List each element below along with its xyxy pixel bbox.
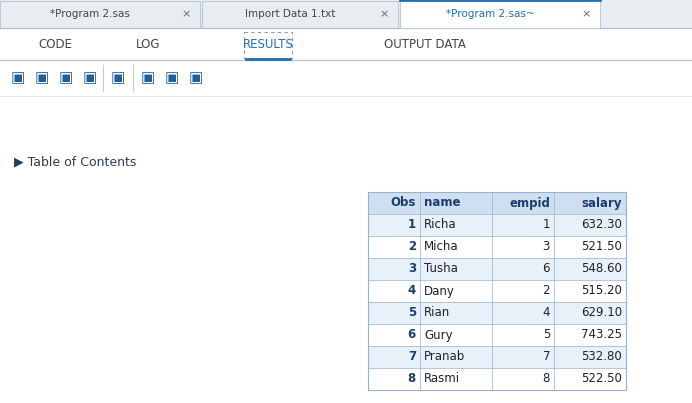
Bar [368, 302, 626, 324]
Text: 4: 4 [543, 307, 550, 320]
Text: 515.20: 515.20 [581, 285, 622, 297]
Text: 2: 2 [408, 241, 416, 253]
Text: 532.80: 532.80 [581, 351, 622, 364]
Text: CODE: CODE [38, 37, 72, 50]
Bar [368, 192, 626, 390]
Bar [368, 258, 626, 280]
Text: 2: 2 [543, 285, 550, 297]
Text: 3: 3 [543, 241, 550, 253]
Text: *Program 2.sas: *Program 2.sas [50, 9, 130, 19]
Text: 743.25: 743.25 [581, 328, 622, 341]
Text: 5: 5 [408, 307, 416, 320]
Text: Pranab: Pranab [424, 351, 465, 364]
Text: 629.10: 629.10 [581, 307, 622, 320]
Text: 6: 6 [408, 328, 416, 341]
Bar [368, 280, 626, 302]
Bar [0, 28, 692, 60]
Text: ×: × [581, 9, 591, 19]
Text: Rasmi: Rasmi [424, 372, 460, 386]
Text: 1: 1 [408, 218, 416, 231]
Text: ▶ Table of Contents: ▶ Table of Contents [14, 156, 136, 168]
Text: 522.50: 522.50 [581, 372, 622, 386]
Bar [0, 1, 200, 28]
Text: 8: 8 [543, 372, 550, 386]
Text: empid: empid [509, 197, 550, 210]
Text: 7: 7 [543, 351, 550, 364]
Bar [368, 236, 626, 258]
Text: LOG: LOG [136, 37, 161, 50]
Text: Import Data 1.txt: Import Data 1.txt [245, 9, 336, 19]
Text: ▣: ▣ [83, 71, 97, 85]
Bar [0, 60, 692, 96]
Bar [368, 324, 626, 346]
Text: 4: 4 [408, 285, 416, 297]
Text: ▣: ▣ [189, 71, 203, 85]
Bar [202, 1, 398, 28]
Text: 6: 6 [543, 262, 550, 276]
Text: Micha: Micha [424, 241, 459, 253]
Text: ▣: ▣ [140, 71, 155, 85]
Text: Dany: Dany [424, 285, 455, 297]
Text: 548.60: 548.60 [581, 262, 622, 276]
Text: 8: 8 [408, 372, 416, 386]
Bar [400, 0, 600, 28]
Text: ▣: ▣ [111, 71, 125, 85]
Text: ▣: ▣ [165, 71, 179, 85]
Text: Gury: Gury [424, 328, 453, 341]
Text: Richa: Richa [424, 218, 457, 231]
Text: RESULTS: RESULTS [243, 37, 293, 50]
Text: ×: × [379, 9, 389, 19]
Text: ▣: ▣ [59, 71, 73, 85]
Text: *Program 2.sas~: *Program 2.sas~ [446, 9, 534, 19]
Text: ▣: ▣ [11, 71, 25, 85]
Text: 521.50: 521.50 [581, 241, 622, 253]
Text: ×: × [181, 9, 191, 19]
Text: 7: 7 [408, 351, 416, 364]
Bar [368, 192, 626, 214]
Bar [368, 368, 626, 390]
Bar [244, 32, 292, 58]
Bar [368, 214, 626, 236]
Text: Rian: Rian [424, 307, 450, 320]
Text: 5: 5 [543, 328, 550, 341]
Text: salary: salary [581, 197, 622, 210]
Bar [0, 0, 692, 28]
Text: 632.30: 632.30 [581, 218, 622, 231]
Text: Tusha: Tusha [424, 262, 458, 276]
Text: Obs: Obs [390, 197, 416, 210]
Text: OUTPUT DATA: OUTPUT DATA [384, 37, 466, 50]
Bar [368, 346, 626, 368]
Text: name: name [424, 197, 460, 210]
Text: 1: 1 [543, 218, 550, 231]
Text: 3: 3 [408, 262, 416, 276]
Text: ▣: ▣ [35, 71, 49, 85]
